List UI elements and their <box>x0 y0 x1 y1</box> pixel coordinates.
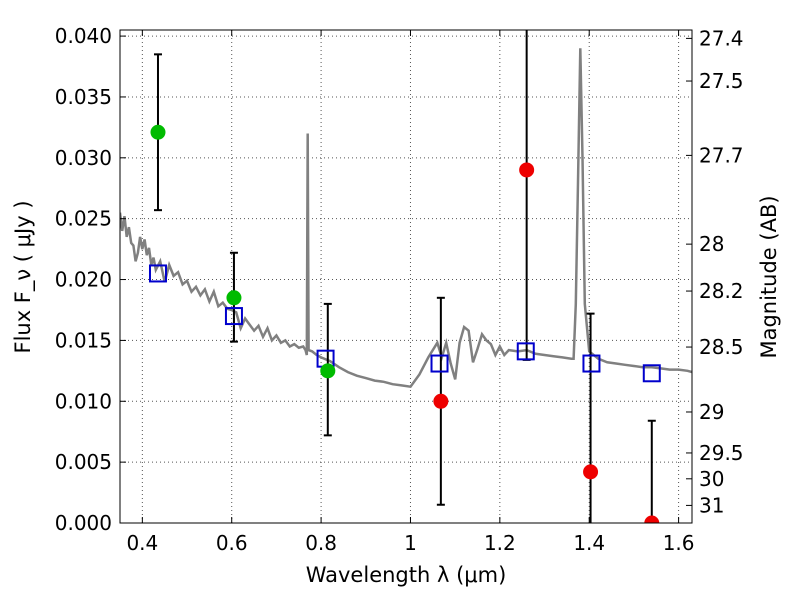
detection-point-red <box>583 464 599 480</box>
x-tick-label: 0.4 <box>126 531 158 555</box>
magnitude-axis-label: Magnitude (AB) <box>757 195 781 358</box>
magnitude-tick-label: 28 <box>699 232 724 256</box>
model-flux-square <box>642 364 661 383</box>
magnitude-tick-label: 30 <box>699 467 724 491</box>
magnitude-tick-label: 29.5 <box>699 441 744 465</box>
y-tick-label: 0.025 <box>55 207 112 231</box>
magnitude-tick-label: 28.2 <box>699 279 744 303</box>
magnitude-tick-label: 28.5 <box>699 335 744 359</box>
detection-point-red <box>519 162 535 178</box>
x-tick-label: 1.2 <box>484 531 516 555</box>
magnitude-tick-label: 27.5 <box>699 69 744 93</box>
detection-point-green <box>150 124 166 140</box>
y-tick-label: 0.015 <box>55 328 112 352</box>
axes: 0.4 0.6 0.8 1 1.2 1.4 1.6 0.000 0.005 0.010 0.015 0… <box>55 24 744 555</box>
plot-frame <box>119 29 693 524</box>
magnitude-tick-label: 27.7 <box>699 143 744 167</box>
x-tick-label: 1 <box>404 531 417 555</box>
magnitude-tick-label: 31 <box>699 493 724 517</box>
y-axis-label: Flux F_ν ( μJy ) <box>11 200 36 353</box>
model-flux-square <box>148 264 167 283</box>
model-spectrum-line <box>120 48 692 389</box>
detection-point-red <box>644 515 660 523</box>
detection-point-green <box>226 290 242 306</box>
x-tick-label: 0.8 <box>305 531 337 555</box>
y-tick-label: 0.030 <box>55 146 112 170</box>
magnitude-tick-label: 29 <box>699 400 724 424</box>
y-tick-label: 0.020 <box>55 268 112 292</box>
model-flux-square <box>430 354 449 373</box>
x-axis-label: Wavelength λ (μm) <box>306 563 507 587</box>
x-tick-label: 0.6 <box>216 531 248 555</box>
x-tick-label: 1.6 <box>663 531 695 555</box>
model-flux-square <box>582 354 601 373</box>
y-tick-label: 0.005 <box>55 450 112 474</box>
x-tick-label: 1.4 <box>573 531 605 555</box>
y-tick-label: 0.000 <box>55 511 112 535</box>
y-tick-label: 0.040 <box>55 24 112 48</box>
detection-point-red <box>433 393 449 409</box>
model-flux-square <box>224 307 243 326</box>
y-tick-label: 0.010 <box>55 389 112 413</box>
y-tick-label: 0.035 <box>55 85 112 109</box>
grid-lines <box>120 30 692 524</box>
detection-point-green <box>320 363 336 379</box>
magnitude-tick-label: 27.4 <box>699 26 744 50</box>
model-flux-square <box>516 342 535 361</box>
plot-area <box>120 30 692 523</box>
